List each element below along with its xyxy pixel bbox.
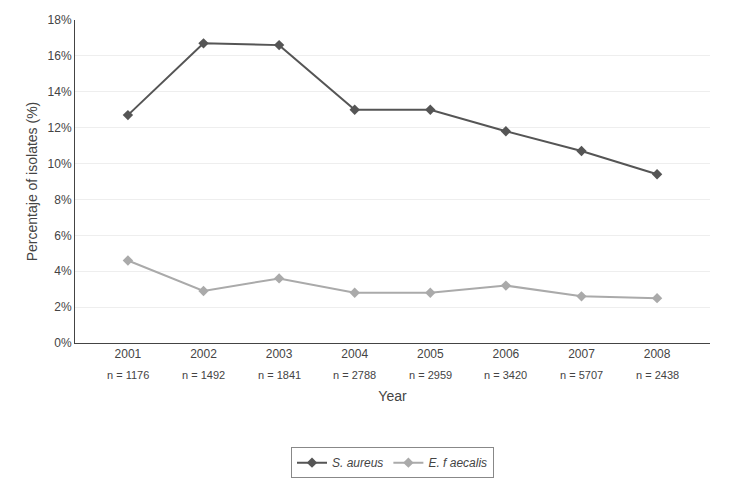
svg-text:Year: Year [378, 388, 407, 404]
svg-text:n = 1492: n = 1492 [182, 369, 225, 381]
svg-text:2004: 2004 [341, 347, 368, 361]
svg-text:2008: 2008 [644, 347, 671, 361]
svg-text:E. f aecalis: E. f aecalis [428, 456, 487, 470]
svg-text:n = 5707: n = 5707 [560, 369, 603, 381]
svg-text:2003: 2003 [266, 347, 293, 361]
svg-text:10%: 10% [48, 157, 72, 171]
svg-text:2%: 2% [54, 300, 72, 314]
svg-text:n = 2438: n = 2438 [636, 369, 679, 381]
svg-text:18%: 18% [48, 13, 72, 27]
svg-text:6%: 6% [54, 229, 72, 243]
svg-text:2007: 2007 [568, 347, 595, 361]
svg-text:4%: 4% [54, 264, 72, 278]
svg-text:n = 1841: n = 1841 [258, 369, 301, 381]
svg-text:S. aureus: S. aureus [332, 456, 383, 470]
svg-text:0%: 0% [54, 336, 72, 350]
svg-text:2002: 2002 [190, 347, 217, 361]
svg-text:14%: 14% [48, 85, 72, 99]
svg-text:12%: 12% [48, 121, 72, 135]
svg-text:n = 2959: n = 2959 [409, 369, 452, 381]
svg-text:2001: 2001 [115, 347, 142, 361]
svg-text:8%: 8% [54, 193, 72, 207]
svg-text:2006: 2006 [493, 347, 520, 361]
svg-text:Percentaje of isolates (%): Percentaje of isolates (%) [24, 102, 40, 262]
svg-text:2005: 2005 [417, 347, 444, 361]
svg-text:n = 1176: n = 1176 [107, 369, 149, 381]
svg-text:n = 2788: n = 2788 [333, 369, 376, 381]
svg-text:16%: 16% [48, 49, 72, 63]
svg-text:n = 3420: n = 3420 [484, 369, 527, 381]
